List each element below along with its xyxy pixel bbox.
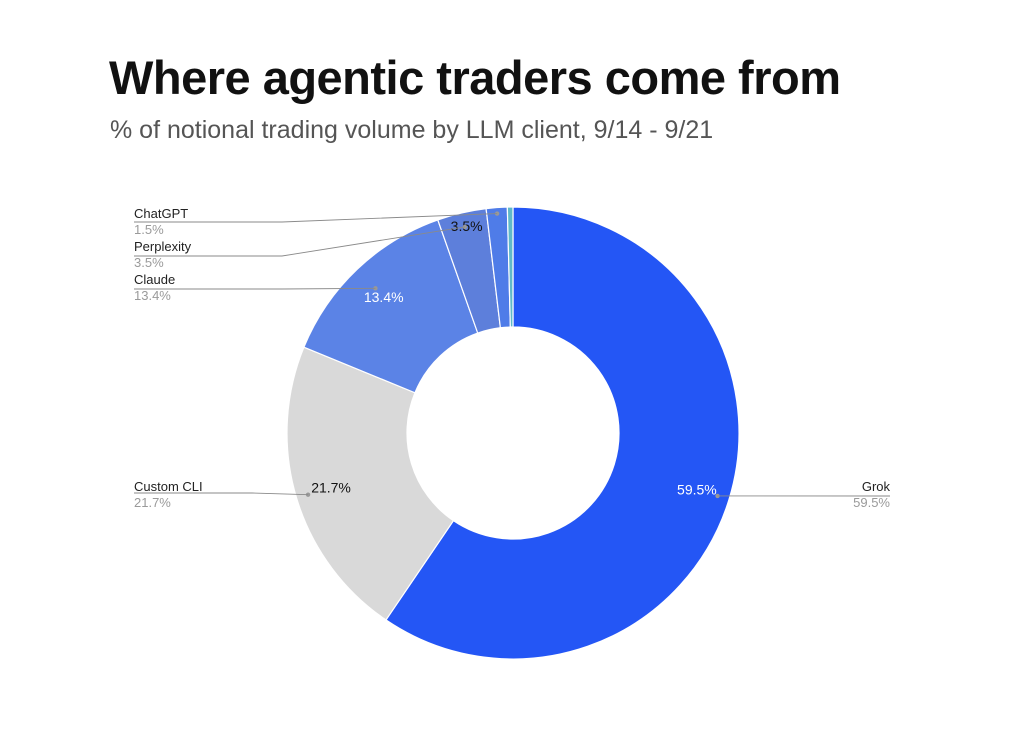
slice-value-label-custom-cli: 21.7% <box>311 480 351 496</box>
legend-name-chatgpt: ChatGPT <box>134 206 188 221</box>
slices-group <box>286 206 740 660</box>
chart-title: Where agentic traders come from <box>109 51 841 104</box>
leader-line-perplexity <box>134 226 465 257</box>
slice-custom-cli <box>286 346 455 621</box>
leader-line-chatgpt <box>134 213 498 223</box>
leader-line-custom-cli <box>134 492 309 496</box>
legend-value-custom-cli: 21.7% <box>134 495 171 510</box>
slice-grok <box>385 206 740 660</box>
leader-line-claude <box>134 287 376 290</box>
legend-value-grok: 59.5% <box>853 495 890 510</box>
legend-name-perplexity: Perplexity <box>134 239 192 254</box>
slice-slice-5 <box>506 206 514 328</box>
legend-value-chatgpt: 1.5% <box>134 222 164 237</box>
legend-value-perplexity: 3.5% <box>134 255 164 270</box>
chart-subtitle: % of notional trading volume by LLM clie… <box>110 116 714 144</box>
slice-value-label-claude: 13.4% <box>364 289 404 305</box>
slice-value-label-grok: 59.5% <box>677 482 717 498</box>
legend-name-grok: Grok <box>862 479 891 494</box>
legend-name-custom-cli: Custom CLI <box>134 479 203 494</box>
slice-claude <box>303 219 479 394</box>
legend-value-claude: 13.4% <box>134 288 171 303</box>
legend-name-claude: Claude <box>134 272 175 287</box>
callout-dot-claude <box>373 286 378 291</box>
